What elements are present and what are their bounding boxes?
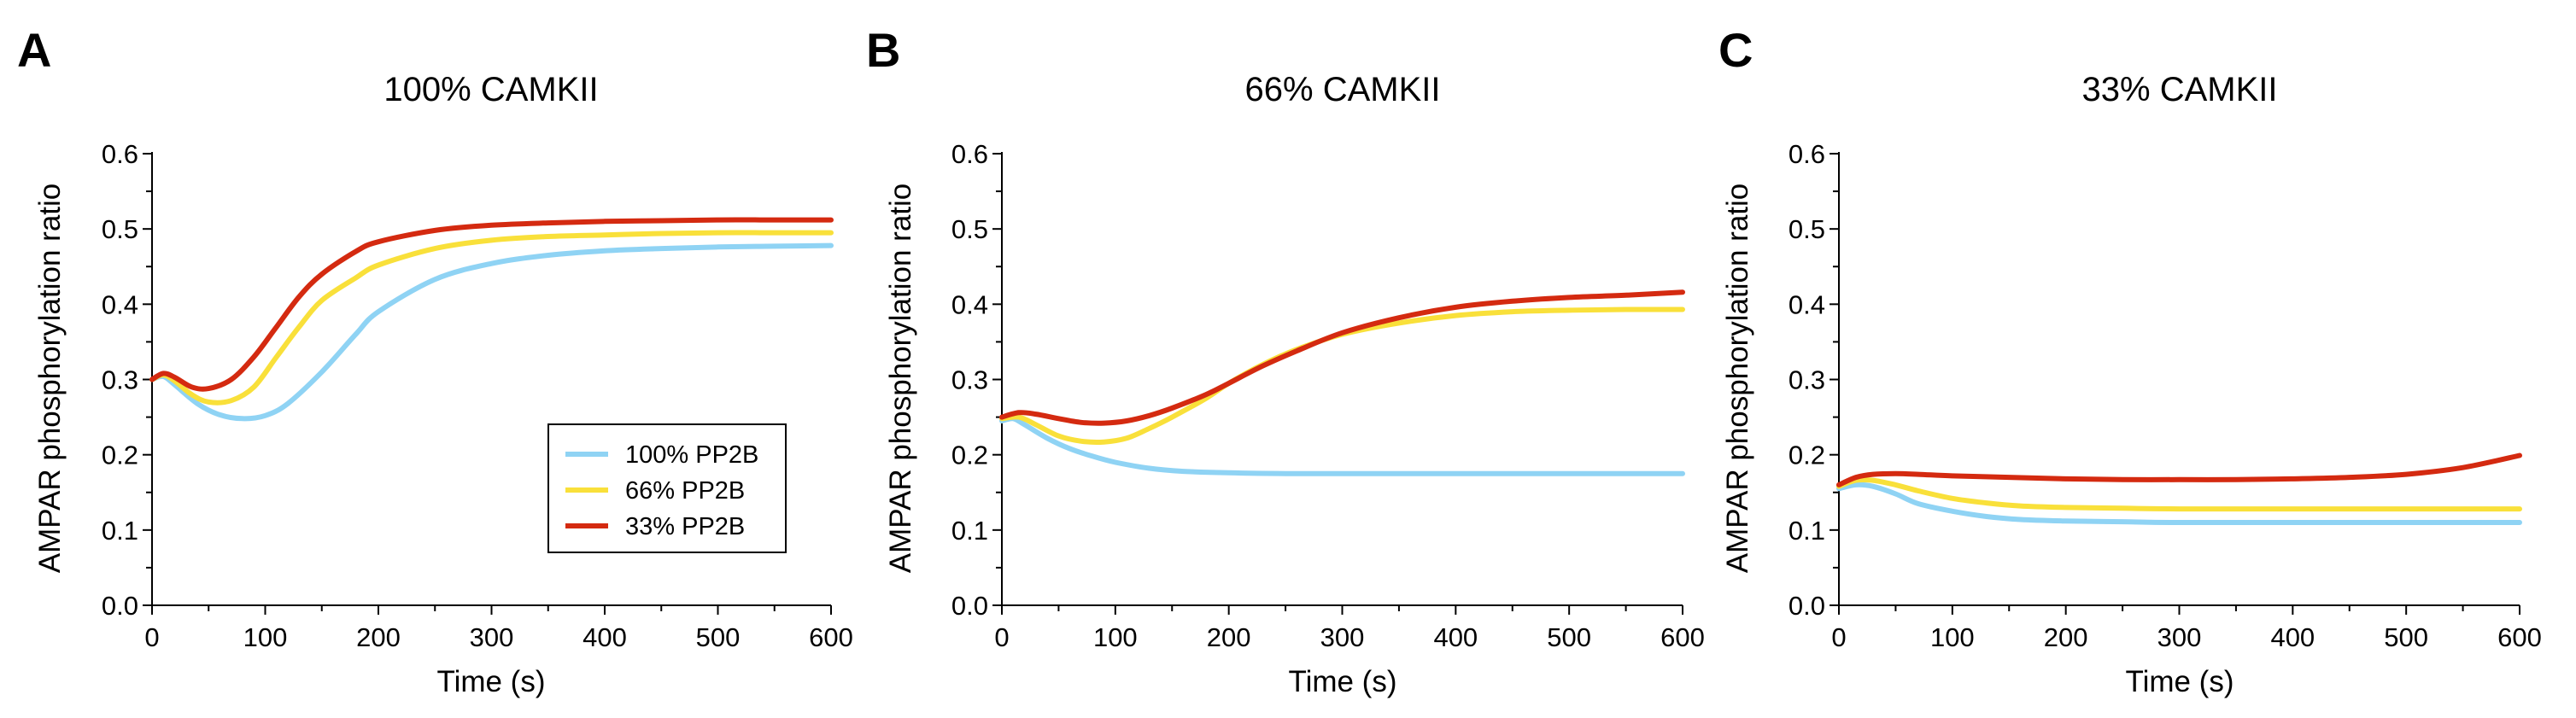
y-tick-label-b: 0.3: [951, 365, 988, 395]
y-axis-label-c: AMPAR phosphorylation ratio: [1721, 184, 1754, 574]
x-tick-label-a: 500: [696, 622, 741, 652]
x-axis-label-c: Time (s): [2125, 665, 2234, 698]
y-tick-label-c: 0.5: [1789, 214, 1825, 244]
y-tick-label-b: 0.4: [951, 289, 988, 319]
y-tick-label-a: 0.1: [102, 516, 138, 546]
panel-c: C 33% CAMKII 0.0 0.1 0.2 0.3 0.4 0.5 0.6 0 100 20…: [1718, 23, 2542, 698]
x-tick-label-b: 0: [994, 622, 1009, 652]
series-line-66-pp2b-c: [1836, 476, 2522, 512]
panel-letter-a: A: [17, 23, 51, 77]
x-tick-label-a: 400: [583, 622, 627, 652]
legend-label-33-pp2b: 33% PP2B: [625, 513, 745, 540]
chart-title-a: 100% CAMKII: [383, 71, 598, 108]
x-tick-label-a: 0: [144, 622, 159, 652]
series-line-33-pp2b-c: [1836, 452, 2522, 487]
plot-area-c: 0.0 0.1 0.2 0.3 0.4 0.5 0.6 0 100 200 300 400 500 600: [1789, 139, 2542, 652]
series-line-100-pp2b-c: [1836, 482, 2522, 526]
series-line-100-pp2b-b: [999, 416, 1685, 476]
x-tick-label-c: 0: [1831, 622, 1846, 652]
y-tick-label-b: 0.6: [951, 139, 988, 169]
chart-title-b: 66% CAMKII: [1245, 71, 1441, 108]
x-tick-label-b: 300: [1320, 622, 1365, 652]
y-tick-label-b: 0.5: [951, 214, 988, 244]
y-tick-label-c: 0.3: [1789, 365, 1825, 395]
series-line-33-pp2b-a: [149, 217, 834, 392]
y-tick-label-a: 0.6: [102, 139, 138, 169]
plot-area-a: 0.0 0.1 0.2 0.3 0.4 0.5 0.6 0 100 200 300 400 500 600: [102, 139, 853, 652]
y-tick-label-c: 0.2: [1789, 441, 1825, 470]
series-line-33-pp2b-b: [999, 289, 1685, 426]
x-tick-label-a: 200: [356, 622, 401, 652]
panel-a: A 100% CAMKII 0.0 0.1 0.2 0.3 0.4 0.5 0.6 0 100 2…: [17, 23, 853, 698]
legend: 100% PP2B 66% PP2B 33% PP2B: [547, 423, 787, 553]
panel-letter-b: B: [866, 23, 900, 77]
legend-label-100-pp2b: 100% PP2B: [625, 441, 758, 469]
y-tick-label-a: 0.3: [102, 365, 138, 395]
y-tick-label-b: 0.1: [951, 516, 988, 546]
panel-letter-c: C: [1718, 23, 1753, 77]
y-axis-label-a: AMPAR phosphorylation ratio: [33, 184, 67, 574]
x-tick-label-c: 600: [2497, 622, 2542, 652]
x-tick-label-b: 600: [1660, 622, 1705, 652]
x-tick-label-b: 200: [1207, 622, 1251, 652]
x-tick-label-b: 100: [1093, 622, 1138, 652]
y-axis-label-b: AMPAR phosphorylation ratio: [884, 184, 917, 574]
y-tick-label-a: 0.4: [102, 289, 138, 319]
y-tick-label-c: 0.1: [1789, 516, 1825, 546]
chart-title-c: 33% CAMKII: [2082, 71, 2278, 108]
x-tick-label-c: 100: [1930, 622, 1975, 652]
x-axis-label-a: Time (s): [436, 665, 545, 698]
x-tick-label-b: 400: [1433, 622, 1478, 652]
x-tick-label-a: 600: [809, 622, 853, 652]
y-tick-label-c: 0.6: [1789, 139, 1825, 169]
y-tick-label-c: 0.0: [1789, 591, 1825, 621]
x-tick-label-c: 300: [2157, 622, 2202, 652]
plot-area-b: 0.0 0.1 0.2 0.3 0.4 0.5 0.6 0 100 200 300 400 500 600: [951, 139, 1705, 652]
legend-label-66-pp2b: 66% PP2B: [625, 477, 745, 505]
panel-b: B 66% CAMKII 0.0 0.1 0.2 0.3 0.4 0.5 0.6 0 100 20…: [866, 23, 1705, 698]
x-tick-label-a: 100: [243, 622, 288, 652]
series-line-66-pp2b-a: [149, 230, 834, 406]
x-tick-label-c: 400: [2270, 622, 2315, 652]
x-tick-label-c: 500: [2384, 622, 2428, 652]
x-tick-label-c: 200: [2044, 622, 2088, 652]
y-tick-label-b: 0.2: [951, 441, 988, 470]
y-tick-label-c: 0.4: [1789, 289, 1825, 319]
y-tick-label-a: 0.0: [102, 591, 138, 621]
x-tick-label-b: 500: [1547, 622, 1591, 652]
y-tick-label-a: 0.2: [102, 441, 138, 470]
y-tick-label-a: 0.5: [102, 214, 138, 244]
y-tick-label-b: 0.0: [951, 591, 988, 621]
x-axis-label-b: Time (s): [1288, 665, 1396, 698]
series-line-100-pp2b-a: [149, 242, 834, 422]
x-tick-label-a: 300: [470, 622, 514, 652]
